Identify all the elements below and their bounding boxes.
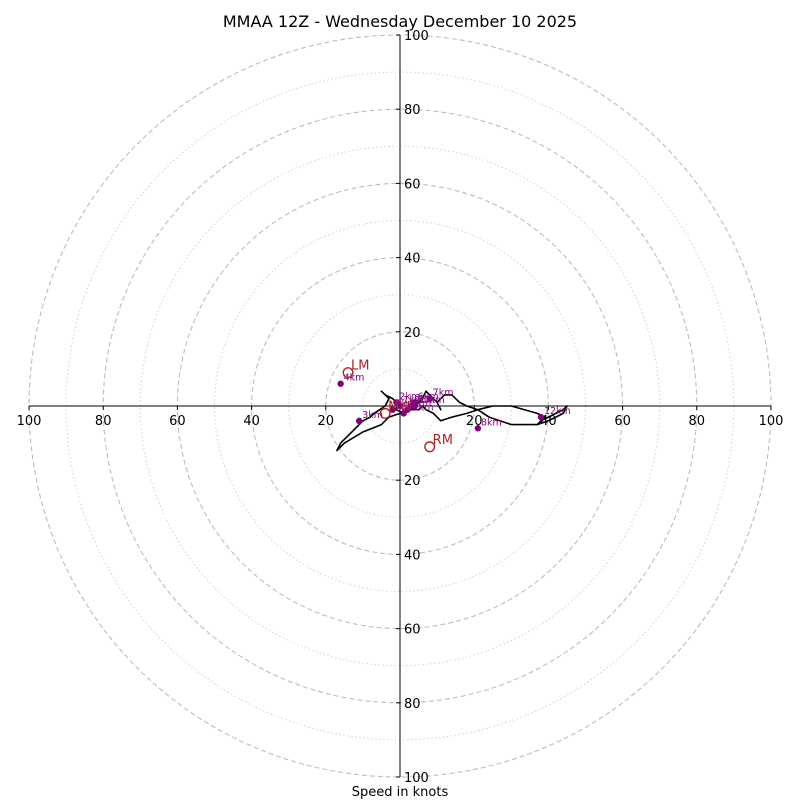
- storm-motion-rm-marker: [424, 441, 436, 453]
- height-marker-2km: [393, 399, 400, 406]
- y-tick-label: 80: [404, 697, 421, 712]
- y-tick-label: 100: [404, 29, 429, 44]
- y-tick-label: 100: [404, 771, 429, 786]
- hodograph-trace-layer: [336, 390, 568, 452]
- height-marker-3km: [355, 417, 363, 425]
- y-tick-label: 80: [404, 103, 421, 118]
- height-label-4km: 4km: [344, 373, 365, 384]
- storm-motion-mw-marker: [379, 407, 391, 419]
- y-tick-label: 60: [404, 177, 421, 192]
- hodograph-trace: [336, 390, 568, 452]
- storm-motion-lm-marker: [342, 367, 354, 379]
- height-label-10km: 10km: [418, 395, 445, 406]
- height-marker-7km: [426, 395, 433, 402]
- y-tick-label: 20: [404, 326, 421, 341]
- height-marker-11km: [400, 410, 407, 417]
- x-tick-label: 80: [689, 414, 706, 429]
- x-tick-label: 100: [17, 414, 42, 429]
- chart-title: MMAA 12Z - Wednesday December 10 2025: [223, 12, 577, 31]
- height-marker-12km: [537, 413, 545, 421]
- height-marker-4km: [337, 380, 344, 387]
- storm-motion-lm-label: LM: [351, 359, 369, 374]
- x-tick-label: 40: [243, 414, 260, 429]
- x-tick-label: 20: [318, 414, 335, 429]
- height-label-8km: 8km: [481, 417, 502, 428]
- height-label-11km: 11km: [407, 402, 434, 413]
- height-markers: 0km1km2km3km4km5km6km7km8km12km9km10km11…: [337, 373, 571, 432]
- height-marker-8km: [474, 425, 482, 432]
- x-tick-label: 60: [614, 414, 631, 429]
- height-label-12km: 12km: [544, 406, 571, 417]
- axis-ticks: 100 80 60 40 20 20 40 60 80 100100806040202040608…: [17, 29, 784, 786]
- height-label-7km: 7km: [433, 388, 454, 399]
- height-label-3km: 3km: [362, 410, 383, 421]
- x-tick-label: 100: [759, 414, 784, 429]
- height-label-9km: 9km: [414, 395, 435, 406]
- y-tick-label: 20: [404, 474, 421, 489]
- x-axis-label: Speed in knots: [352, 785, 449, 800]
- height-marker-0km: [389, 406, 396, 413]
- storm-motion-markers: LM RM MW: [342, 359, 453, 453]
- y-tick-label: 60: [404, 623, 421, 638]
- x-tick-label: 80: [95, 414, 112, 429]
- storm-motion-rm-label: RM: [433, 433, 453, 448]
- height-label-0km: 0km: [396, 399, 417, 410]
- height-label-2km: 2km: [399, 391, 420, 402]
- y-tick-label: 40: [404, 252, 421, 267]
- x-tick-label: 60: [169, 414, 186, 429]
- height-label-5km: 5km: [410, 399, 431, 410]
- height-marker-10km: [411, 402, 419, 410]
- storm-motion-mw-label: MW: [388, 399, 412, 414]
- y-tick-label: 40: [404, 548, 421, 563]
